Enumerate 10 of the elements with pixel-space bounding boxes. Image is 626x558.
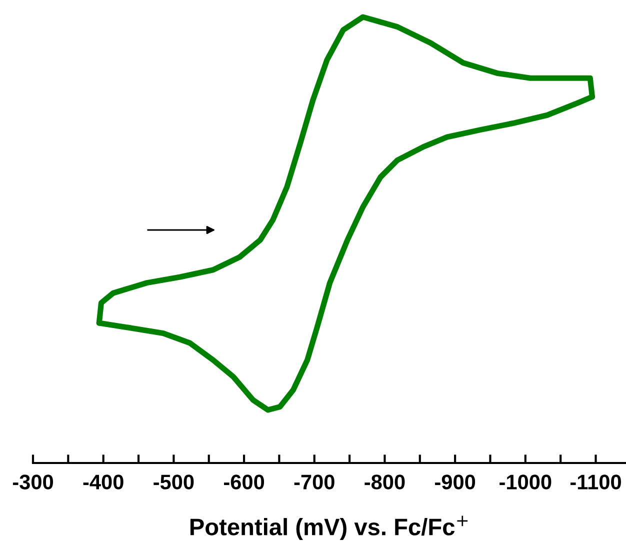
x-tick-label: -800 xyxy=(364,474,405,490)
x-axis-title: Potential (mV) vs. Fc/Fc$^{+}$ xyxy=(190,516,468,540)
x-tick-label: -600 xyxy=(224,474,264,490)
x-tick-label: -500 xyxy=(154,474,194,490)
x-tick-label: -900 xyxy=(435,474,476,490)
x-tick-label: -400 xyxy=(83,474,124,490)
x-tick-label: -300 xyxy=(12,474,53,490)
x-tick-label: -1100 xyxy=(570,474,621,490)
x-tick-label: -1000 xyxy=(500,474,552,490)
x-tick-label: -700 xyxy=(294,474,334,490)
